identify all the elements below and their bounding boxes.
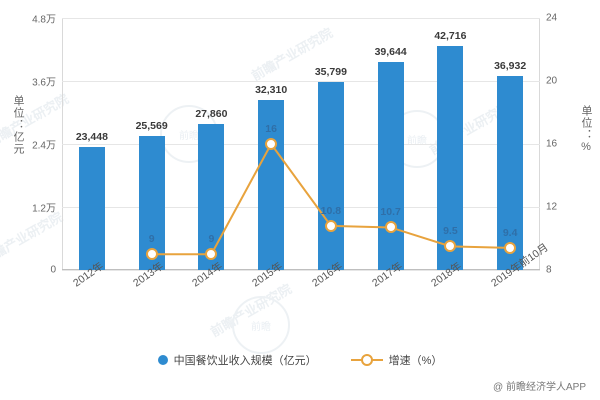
- bar: [317, 82, 344, 270]
- bar-value-label: 25,569: [135, 119, 168, 132]
- legend-dot-icon: [157, 355, 168, 365]
- legend-label-bar: 中国餐饮业收入规模（亿元）: [173, 355, 317, 367]
- y-axis-right-tick: 16: [546, 138, 558, 150]
- legend-item-line[interactable]: 增速（%）: [350, 352, 443, 368]
- line-value-label: 10.8: [320, 204, 342, 217]
- bar: [198, 123, 225, 270]
- y-axis-left-tick: 2.4万: [32, 140, 56, 152]
- line-point: [324, 219, 337, 232]
- line-series: [151, 142, 511, 256]
- y-axis-left-tick: 4.8万: [32, 14, 56, 26]
- line-value-label: 9.5: [443, 225, 458, 238]
- y-axis-right-tick: 24: [546, 12, 558, 24]
- y-axis-left-tick: 3.6万: [32, 77, 56, 89]
- bar-value-label: 23,448: [75, 130, 108, 143]
- x-axis: [62, 269, 540, 270]
- bar: [138, 135, 165, 270]
- line-point: [384, 221, 397, 234]
- bar-value-label: 36,932: [494, 60, 527, 73]
- bar-value-label: 27,860: [195, 107, 228, 120]
- bar-value-label: 42,716: [434, 29, 467, 42]
- y-axis-right-tick: 20: [546, 75, 558, 87]
- grid-line: [62, 18, 540, 19]
- grid-line: [62, 270, 540, 271]
- bar: [78, 146, 105, 270]
- line-point: [444, 240, 457, 253]
- y-axis-left-label: 单位：亿元: [12, 95, 24, 155]
- line-point: [265, 138, 278, 150]
- bar: [377, 61, 404, 270]
- bar-value-label: 32,310: [255, 84, 288, 97]
- grid-line: [62, 81, 540, 82]
- line-value-label: 16: [265, 123, 277, 135]
- line-value-label: 9.4: [502, 226, 518, 239]
- watermark-text: 前瞻产业研究院: [0, 209, 66, 268]
- bar: [437, 45, 464, 270]
- grid-line: [62, 144, 540, 145]
- bar-value-label: 39,644: [374, 45, 407, 58]
- legend-label-line: 增速（%）: [388, 355, 443, 367]
- y-axis-right-tick: 12: [546, 201, 558, 213]
- bar-value-label: 35,799: [314, 66, 347, 79]
- y-axis-left-tick: 0: [50, 264, 56, 276]
- plot-area: 0 1.2万 2.4万 3.6万 4.8万 8 12 16 20 24 23,448 25,569 27…: [32, 13, 557, 276]
- y-axis-left-tick: 1.2万: [32, 203, 56, 215]
- line-value-label: 10.7: [380, 206, 401, 219]
- legend: 中国餐饮业收入规模（亿元） 增速（%）: [0, 352, 600, 368]
- grid-line: [62, 207, 540, 208]
- line-point: [145, 248, 158, 261]
- line-value-label: 9: [208, 233, 215, 246]
- source-text: @ 前瞻经济学人APP: [493, 382, 586, 393]
- watermark-logo: 前瞻: [232, 296, 290, 354]
- y-axis-right-tick: 8: [546, 264, 552, 276]
- y-axis-right-label: 单位：%: [580, 105, 592, 154]
- line-point: [205, 248, 218, 261]
- bar: [258, 100, 285, 270]
- line-value-label: 9: [148, 233, 155, 246]
- legend-item-bar[interactable]: 中国餐饮业收入规模（亿元）: [157, 352, 317, 368]
- line-point: [504, 241, 517, 254]
- bar: [497, 76, 524, 270]
- legend-line-icon: [350, 354, 383, 366]
